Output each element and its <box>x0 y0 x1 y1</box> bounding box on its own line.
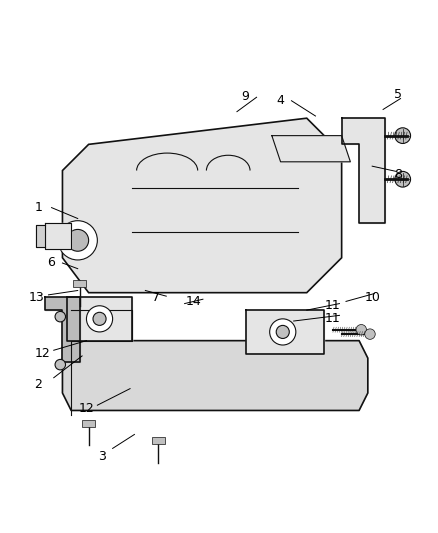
Text: 13: 13 <box>28 290 44 303</box>
Text: 6: 6 <box>47 256 55 269</box>
Circle shape <box>67 229 88 251</box>
Circle shape <box>355 325 366 335</box>
Text: 3: 3 <box>98 450 106 463</box>
Circle shape <box>55 359 65 370</box>
Polygon shape <box>45 297 80 362</box>
Text: 8: 8 <box>393 168 402 181</box>
Circle shape <box>93 312 106 325</box>
Text: 9: 9 <box>241 90 249 103</box>
Text: 10: 10 <box>364 290 379 303</box>
Bar <box>82 420 95 427</box>
Text: 7: 7 <box>152 290 160 303</box>
Text: 2: 2 <box>35 378 42 391</box>
Polygon shape <box>271 135 350 162</box>
Text: 1: 1 <box>35 201 42 214</box>
Polygon shape <box>62 341 367 410</box>
Polygon shape <box>341 118 385 223</box>
Circle shape <box>364 329 374 340</box>
Text: 12: 12 <box>78 402 94 415</box>
Circle shape <box>276 325 289 338</box>
Text: 14: 14 <box>185 295 201 308</box>
Bar <box>152 438 165 445</box>
Polygon shape <box>245 310 323 354</box>
Circle shape <box>394 172 410 187</box>
Text: 4: 4 <box>276 94 284 107</box>
Text: 12: 12 <box>35 347 51 360</box>
Circle shape <box>394 128 410 143</box>
Bar <box>73 280 86 287</box>
Circle shape <box>269 319 295 345</box>
Polygon shape <box>36 225 45 247</box>
Text: 11: 11 <box>324 299 340 312</box>
Polygon shape <box>62 118 341 293</box>
Text: 5: 5 <box>393 88 402 101</box>
Circle shape <box>58 221 97 260</box>
Polygon shape <box>45 223 71 249</box>
Polygon shape <box>71 310 132 341</box>
Circle shape <box>86 306 113 332</box>
Text: 11: 11 <box>324 312 340 325</box>
Circle shape <box>55 311 65 322</box>
Polygon shape <box>67 297 132 341</box>
